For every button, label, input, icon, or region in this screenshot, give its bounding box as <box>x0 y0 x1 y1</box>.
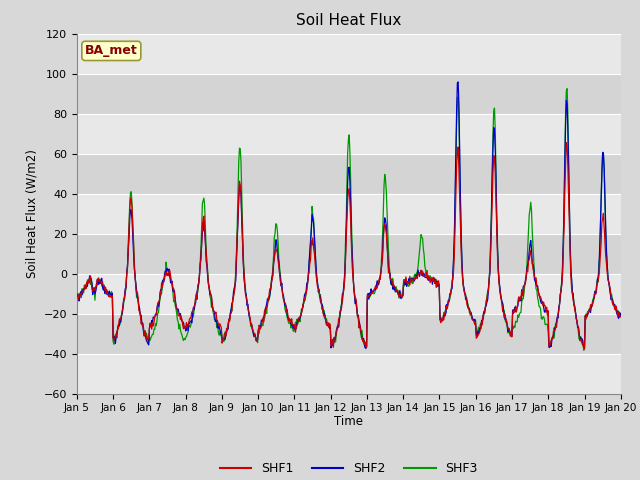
Bar <box>77 154 621 193</box>
Bar <box>77 274 621 313</box>
SHF2 <box>454 79 462 85</box>
Line: SHF3: SHF3 <box>77 89 621 350</box>
SHF1 <box>139 322 147 327</box>
SHF1 <box>194 282 202 288</box>
Bar <box>77 313 621 354</box>
SHF3 <box>139 321 147 326</box>
SHF3 <box>194 288 202 294</box>
Bar <box>77 234 621 274</box>
SHF3 <box>580 348 588 353</box>
SHF1 <box>223 325 230 331</box>
Legend: SHF1, SHF2, SHF3: SHF1, SHF2, SHF3 <box>214 457 483 480</box>
SHF3 <box>83 284 90 289</box>
SHF1 <box>563 140 570 145</box>
SHF2 <box>139 320 147 326</box>
SHF2 <box>617 311 625 316</box>
SHF2 <box>362 346 370 351</box>
SHF3 <box>563 86 571 92</box>
SHF3 <box>415 257 422 263</box>
Bar <box>77 193 621 234</box>
SHF3 <box>431 277 438 283</box>
SHF2 <box>416 274 424 279</box>
SHF1 <box>83 279 90 285</box>
Text: BA_met: BA_met <box>85 44 138 58</box>
Bar <box>77 34 621 73</box>
Line: SHF1: SHF1 <box>77 143 621 348</box>
Bar <box>77 114 621 154</box>
Bar <box>77 354 621 394</box>
Title: Soil Heat Flux: Soil Heat Flux <box>296 13 401 28</box>
SHF3 <box>223 330 230 336</box>
SHF2 <box>431 279 439 285</box>
SHF2 <box>194 285 202 290</box>
Bar <box>77 73 621 114</box>
SHF1 <box>73 290 81 296</box>
SHF1 <box>431 281 438 287</box>
SHF1 <box>617 313 625 319</box>
SHF2 <box>223 328 230 334</box>
Y-axis label: Soil Heat Flux (W/m2): Soil Heat Flux (W/m2) <box>25 149 38 278</box>
SHF3 <box>73 297 81 302</box>
SHF1 <box>580 346 588 351</box>
X-axis label: Time: Time <box>334 415 364 428</box>
SHF1 <box>415 271 422 276</box>
Line: SHF2: SHF2 <box>77 82 621 348</box>
SHF2 <box>73 291 81 297</box>
SHF3 <box>617 311 625 317</box>
SHF2 <box>83 284 90 289</box>
